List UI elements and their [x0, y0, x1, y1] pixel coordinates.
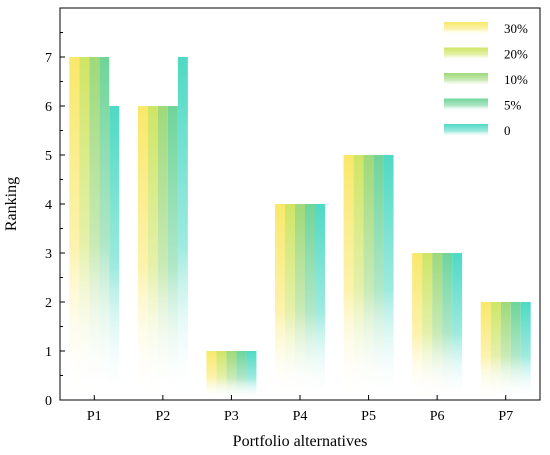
bar-p6-series-0	[412, 253, 423, 400]
legend-label: 30%	[504, 21, 528, 36]
bar-p2-series-3	[167, 106, 178, 400]
bar-p2-series-2	[157, 106, 168, 400]
x-tick-label: P1	[87, 409, 102, 424]
y-tick-label: 7	[45, 51, 52, 66]
bar-p4-series-2	[295, 204, 305, 400]
x-tick-label: P2	[155, 409, 170, 424]
y-tick-label: 1	[45, 345, 52, 360]
bar-p7-series-3	[510, 302, 521, 400]
bar-p1-series-0	[69, 57, 80, 400]
bar-p2-series-0	[137, 106, 148, 400]
bar-p1-series-4	[109, 106, 120, 400]
bar-p1-series-3	[99, 57, 110, 400]
bar-p2-series-1	[147, 106, 158, 400]
bar-p4-series-4	[315, 204, 325, 400]
legend-label: 10%	[504, 72, 528, 87]
bars-layer	[69, 57, 531, 400]
bar-p5-series-3	[373, 155, 384, 400]
bar-p6-series-1	[422, 253, 433, 400]
x-tick-label: P3	[224, 409, 239, 424]
y-tick-label: 0	[45, 394, 52, 409]
legend: 30% 20% 10% 5% 0	[444, 21, 528, 138]
legend-swatch	[444, 124, 488, 137]
bar-p3-series-1	[216, 351, 227, 400]
bar-p7-series-0	[480, 302, 491, 400]
y-tick-label: 6	[45, 100, 52, 115]
x-axis-title: Portfolio alternatives	[233, 433, 368, 450]
legend-label: 5%	[504, 98, 522, 113]
y-tick-label: 3	[45, 247, 52, 262]
bar-p7-series-2	[500, 302, 511, 400]
x-tick-label: P7	[498, 409, 513, 424]
bar-p3-series-3	[236, 351, 247, 400]
x-tick-label: P4	[293, 409, 308, 424]
bar-p4-series-0	[275, 204, 285, 400]
legend-swatch	[444, 22, 488, 35]
bar-p5-series-2	[363, 155, 374, 400]
bar-p5-series-1	[353, 155, 364, 400]
ticks-layer: 0 1 2 3 4 5 6 7 P1 P2 P3 P4 P5 P6 P7	[45, 32, 513, 424]
y-tick-label: 4	[45, 198, 52, 213]
bar-p7-series-1	[490, 302, 501, 400]
legend-swatch	[444, 47, 488, 61]
bar-p6-series-4	[452, 253, 463, 400]
x-tick-label: P6	[430, 409, 445, 424]
bar-p3-series-2	[226, 351, 237, 400]
bar-p7-series-4	[520, 302, 531, 400]
y-tick-label: 2	[45, 296, 52, 311]
legend-label: 20%	[504, 47, 528, 62]
bar-p3-series-0	[206, 351, 217, 400]
bar-p4-series-1	[285, 204, 295, 400]
bar-p3-series-4	[246, 351, 257, 400]
bar-p1-series-1	[79, 57, 90, 400]
bar-p2-series-4	[177, 57, 188, 400]
legend-swatch	[444, 73, 488, 86]
bar-p6-series-2	[432, 253, 443, 400]
bar-p5-series-4	[383, 155, 394, 400]
bar-p5-series-0	[343, 155, 354, 400]
bar-p1-series-2	[89, 57, 100, 400]
x-tick-label: P5	[361, 409, 376, 424]
legend-swatch	[444, 98, 488, 112]
y-tick-label: 5	[45, 149, 52, 164]
bar-p4-series-3	[305, 204, 315, 400]
bar-p6-series-3	[442, 253, 453, 400]
y-axis-title: Ranking	[3, 177, 20, 231]
legend-label: 0	[504, 123, 511, 138]
